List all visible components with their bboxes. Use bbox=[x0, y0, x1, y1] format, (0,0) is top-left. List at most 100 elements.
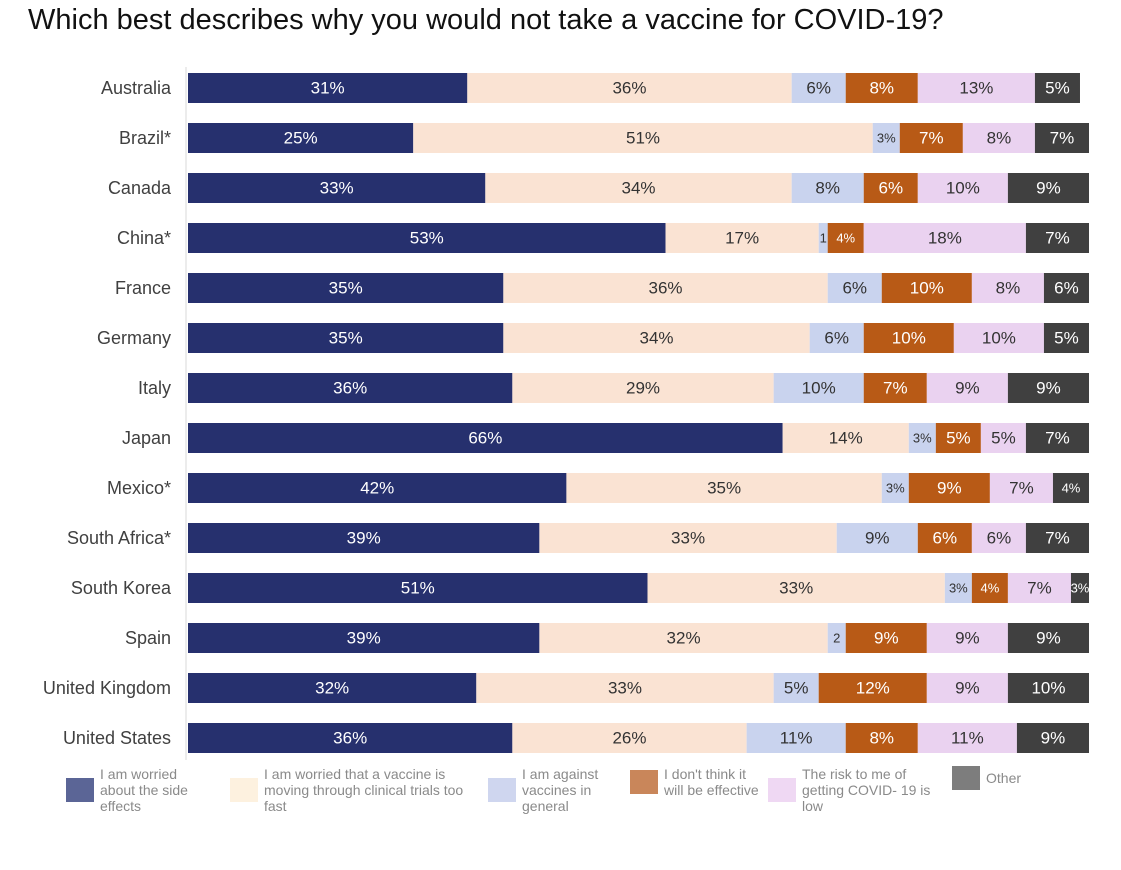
data-label: 66% bbox=[468, 429, 502, 448]
category-label: Italy bbox=[138, 378, 171, 398]
bar-segment-side-effects bbox=[188, 173, 486, 203]
data-label: 3% bbox=[886, 481, 905, 496]
bar-segment-other bbox=[1016, 723, 1089, 753]
legend-label-risk-low: The risk to me of getting COVID- 19 is l… bbox=[802, 766, 931, 814]
bar-segment-not-effective bbox=[818, 673, 927, 703]
bar-segment-not-effective bbox=[863, 373, 927, 403]
data-label: 8% bbox=[987, 129, 1012, 148]
data-label: 9% bbox=[1036, 179, 1061, 198]
data-label: 1 bbox=[820, 231, 827, 246]
data-label: 6% bbox=[1054, 279, 1079, 298]
legend-swatch-against-vaccines bbox=[488, 778, 516, 802]
data-label: 5% bbox=[991, 429, 1016, 448]
bar-segment-other bbox=[1025, 523, 1089, 553]
bar-segment-clinical-trials bbox=[782, 423, 909, 453]
data-label: 10% bbox=[946, 179, 980, 198]
data-label: 33% bbox=[779, 579, 813, 598]
bar-segment-not-effective bbox=[881, 273, 972, 303]
data-label: 3% bbox=[913, 431, 932, 446]
legend-label-side-effects: I am worried about the side effects bbox=[100, 766, 188, 814]
bar-segment-risk-low bbox=[917, 723, 1017, 753]
data-label: 5% bbox=[784, 679, 809, 698]
data-label: 35% bbox=[329, 279, 363, 298]
bar-segment-side-effects bbox=[188, 573, 648, 603]
bar-segment-other bbox=[1007, 623, 1089, 653]
bar-segment-risk-low bbox=[917, 173, 1008, 203]
category-label: South Korea bbox=[71, 578, 172, 598]
data-label: 9% bbox=[874, 629, 899, 648]
bar-segment-side-effects bbox=[188, 373, 513, 403]
bar-segment-not-effective bbox=[899, 123, 963, 153]
bar-segment-risk-low bbox=[926, 623, 1008, 653]
data-label: 11% bbox=[780, 729, 813, 748]
bar-segment-clinical-trials bbox=[467, 73, 792, 103]
data-label: 8% bbox=[996, 279, 1021, 298]
data-label: 25% bbox=[284, 129, 318, 148]
category-label: Canada bbox=[108, 178, 172, 198]
bar-segment-clinical-trials bbox=[539, 523, 837, 553]
bar-segment-risk-low bbox=[926, 373, 1008, 403]
bar-segment-other bbox=[1025, 423, 1089, 453]
bar-segment-risk-low bbox=[971, 523, 1026, 553]
bar-segment-against-vaccines bbox=[818, 223, 828, 253]
data-label: 8% bbox=[869, 79, 894, 98]
data-label: 9% bbox=[1036, 379, 1061, 398]
bar-segment-side-effects bbox=[188, 273, 504, 303]
category-label: Brazil* bbox=[119, 128, 171, 148]
bar-segment-not-effective bbox=[935, 423, 981, 453]
bar-segment-clinical-trials bbox=[647, 573, 945, 603]
data-label: 5% bbox=[1045, 79, 1070, 98]
data-label: 10% bbox=[910, 279, 944, 298]
category-label: China* bbox=[117, 228, 171, 248]
data-label: 7% bbox=[1045, 429, 1070, 448]
data-label: 6% bbox=[878, 179, 903, 198]
legend-item-clinical-trials: I am worried that a vaccine is moving th… bbox=[230, 766, 489, 814]
stacked-bar-chart: Australia 31% 36% 6% 8% 13% 5%Brazil* 25% 51% 3% 7… bbox=[43, 67, 1090, 760]
legend-label-against-vaccines: I am against vaccines in general bbox=[522, 766, 599, 814]
data-label: 7% bbox=[883, 379, 908, 398]
bar-segment-side-effects bbox=[188, 323, 504, 353]
bar-segment-other bbox=[1052, 473, 1089, 503]
bar-segment-other bbox=[1007, 673, 1089, 703]
data-label: 7% bbox=[1009, 479, 1034, 498]
bar-segment-risk-low bbox=[989, 473, 1053, 503]
bar-segment-not-effective bbox=[827, 223, 864, 253]
data-label: 31% bbox=[311, 79, 345, 98]
data-label: 8% bbox=[869, 729, 894, 748]
legend-swatch-other bbox=[952, 766, 980, 790]
data-label: 4% bbox=[1062, 481, 1081, 496]
legend-item-not-effective: I don't think it will be effective bbox=[630, 766, 759, 798]
bar-segment-against-vaccines bbox=[827, 623, 846, 653]
bar-segment-side-effects bbox=[188, 723, 513, 753]
bar-segment-against-vaccines bbox=[836, 523, 918, 553]
data-label: 3% bbox=[1071, 581, 1090, 596]
legend-item-side-effects: I am worried about the side effects bbox=[66, 766, 200, 814]
data-label: 18% bbox=[928, 229, 962, 248]
data-label: 35% bbox=[707, 479, 741, 498]
data-label: 51% bbox=[626, 129, 660, 148]
legend-label-other: Other bbox=[986, 770, 1022, 786]
bar-segment-against-vaccines bbox=[908, 423, 936, 453]
data-label: 36% bbox=[333, 729, 367, 748]
bar-segment-not-effective bbox=[845, 723, 918, 753]
data-label: 8% bbox=[815, 179, 840, 198]
data-label: 9% bbox=[865, 529, 890, 548]
data-label: 17% bbox=[725, 229, 759, 248]
bar-segment-against-vaccines bbox=[746, 723, 846, 753]
data-label: 6% bbox=[824, 329, 849, 348]
data-label: 7% bbox=[1045, 229, 1070, 248]
page-title: Which best describes why you would not t… bbox=[28, 4, 944, 36]
bar-segment-other bbox=[1043, 273, 1089, 303]
bar-segment-against-vaccines bbox=[872, 123, 900, 153]
bar-segment-other bbox=[1025, 223, 1089, 253]
category-label: Japan bbox=[122, 428, 171, 448]
data-label: 39% bbox=[347, 529, 381, 548]
category-label: United Kingdom bbox=[43, 678, 171, 698]
bar-segment-other bbox=[1034, 123, 1089, 153]
bar-segment-clinical-trials bbox=[539, 623, 828, 653]
data-label: 7% bbox=[1027, 579, 1052, 598]
legend-item-other: Other bbox=[952, 766, 1046, 790]
data-label: 7% bbox=[1045, 529, 1070, 548]
bar-segment-other bbox=[1070, 573, 1089, 603]
bar-segment-risk-low bbox=[971, 273, 1044, 303]
